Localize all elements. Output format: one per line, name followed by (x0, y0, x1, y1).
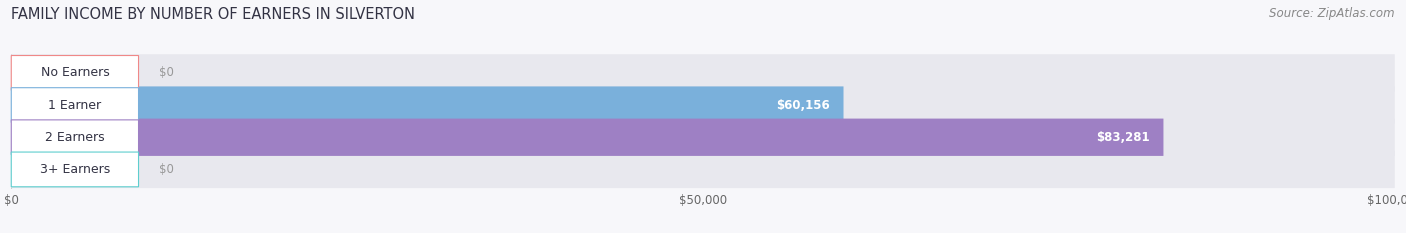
FancyBboxPatch shape (11, 88, 139, 123)
FancyBboxPatch shape (11, 55, 139, 90)
Text: 3+ Earners: 3+ Earners (39, 163, 110, 176)
FancyBboxPatch shape (11, 119, 1163, 156)
Text: $0: $0 (159, 66, 174, 79)
Text: Source: ZipAtlas.com: Source: ZipAtlas.com (1270, 7, 1395, 20)
Text: FAMILY INCOME BY NUMBER OF EARNERS IN SILVERTON: FAMILY INCOME BY NUMBER OF EARNERS IN SI… (11, 7, 415, 22)
Text: 2 Earners: 2 Earners (45, 131, 104, 144)
FancyBboxPatch shape (11, 119, 1395, 156)
FancyBboxPatch shape (11, 151, 1395, 188)
FancyBboxPatch shape (11, 86, 844, 124)
FancyBboxPatch shape (11, 120, 139, 155)
Text: $83,281: $83,281 (1097, 131, 1150, 144)
Text: $0: $0 (159, 163, 174, 176)
Text: No Earners: No Earners (41, 66, 110, 79)
FancyBboxPatch shape (11, 152, 139, 187)
FancyBboxPatch shape (11, 86, 1395, 124)
Text: $60,156: $60,156 (776, 99, 830, 112)
Text: 1 Earner: 1 Earner (48, 99, 101, 112)
FancyBboxPatch shape (11, 54, 1395, 92)
